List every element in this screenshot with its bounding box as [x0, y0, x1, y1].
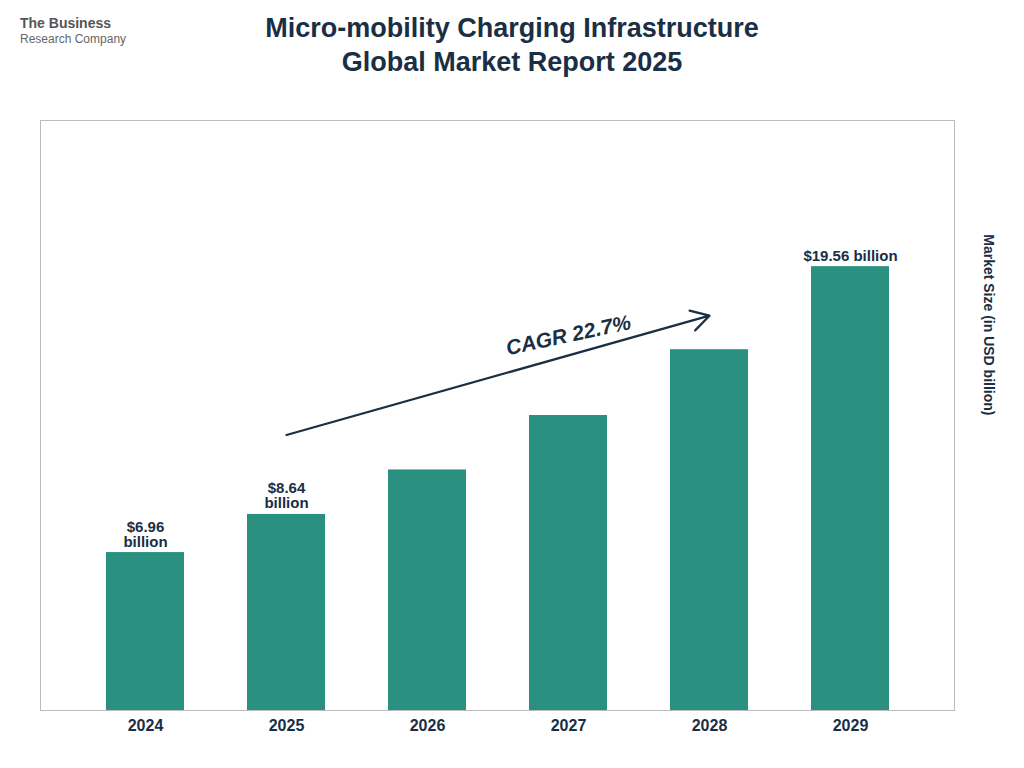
svg-text:$6.96billion: $6.96billion: [123, 518, 167, 550]
html-text:Research Company: Research Company: [20, 32, 127, 47]
svg-text:Market Size (in USD billion): Market Size (in USD billion): [981, 234, 997, 415]
svg-text:$19.56 billion: $19.56 billion: [803, 247, 897, 264]
svg-text:2028: 2028: [692, 717, 728, 734]
svg-text:2027: 2027: [551, 717, 587, 734]
html-text:Micro-mobility Charging Infras: Micro-mobility Charging Infrastructure G…: [265, 13, 759, 77]
svg-text:2025: 2025: [269, 717, 305, 734]
svg-text:2026: 2026: [410, 717, 446, 734]
svg-text:CAGR 22.7%: CAGR 22.7%: [504, 310, 634, 359]
svg-text:$8.64billion: $8.64billion: [264, 479, 308, 511]
html-text:The Business: The Business: [20, 15, 111, 31]
svg-text:2029: 2029: [833, 717, 869, 734]
svg-text:2024: 2024: [128, 717, 164, 734]
